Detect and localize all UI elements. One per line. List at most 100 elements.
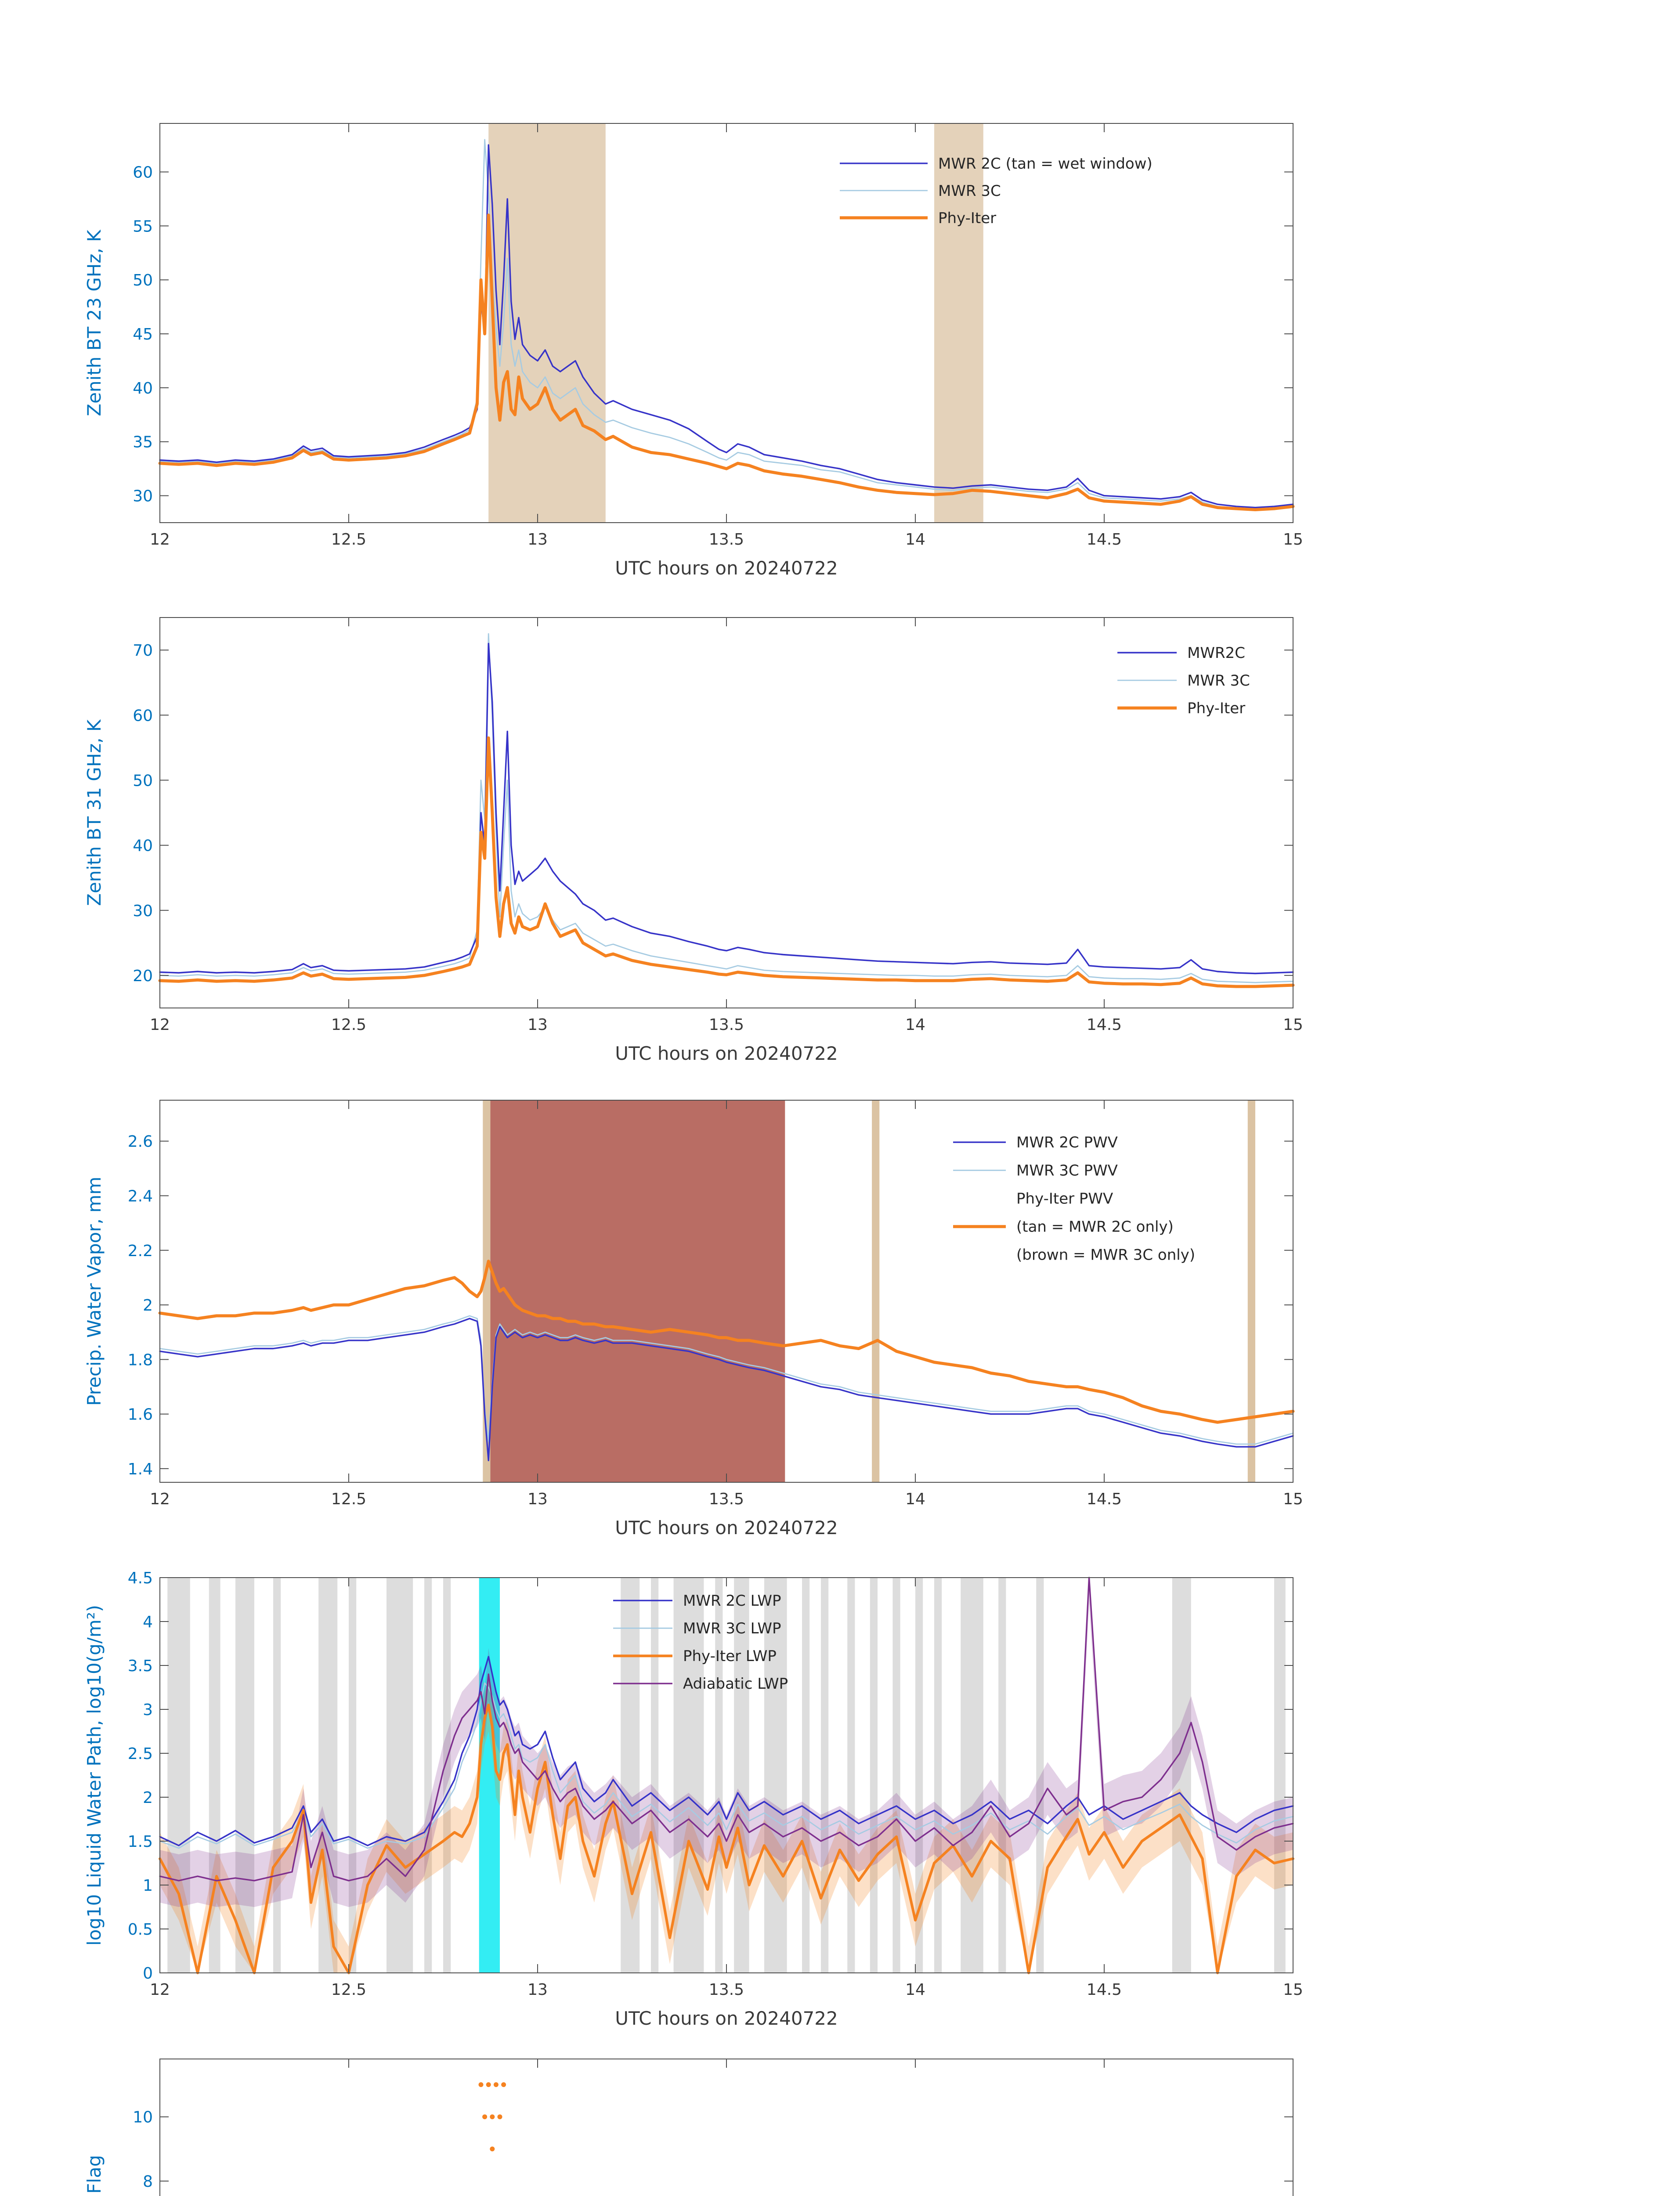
dq-flag-dot xyxy=(482,2114,488,2120)
x-tick-label: 14 xyxy=(905,1490,925,1508)
series-mwr-2c xyxy=(159,144,1294,509)
x-tick-label: 13 xyxy=(527,1016,548,1034)
y-tick-label: 1 xyxy=(143,1877,153,1895)
x-tick-label: 14 xyxy=(905,1981,925,1999)
axes-box xyxy=(159,2059,1293,2196)
axes-box xyxy=(159,123,1293,523)
dq-flag-dot xyxy=(490,2146,495,2152)
x-tick-label: 12.5 xyxy=(331,531,366,549)
dq-flag-dot xyxy=(486,2082,491,2087)
series-phy-iter xyxy=(158,736,1295,988)
y-tick-label: 0.5 xyxy=(128,1921,153,1939)
qc-window-region xyxy=(847,1578,855,1973)
y-tick-label: 2.5 xyxy=(128,1745,153,1763)
qc-window-region xyxy=(915,1578,923,1973)
y-tick-label: 4 xyxy=(143,1613,153,1631)
axes-box xyxy=(159,617,1293,1008)
dq-flag-dot xyxy=(478,2082,484,2087)
y-tick-label: 40 xyxy=(133,379,153,397)
x-tick-label: 14 xyxy=(905,1016,925,1034)
y-tick-label: 35 xyxy=(133,433,153,451)
qc-window-region xyxy=(673,1578,704,1973)
x-tick-label: 13 xyxy=(527,1981,548,1999)
qc-window-region xyxy=(892,1578,900,1973)
x-tick-label: 15 xyxy=(1283,1981,1303,1999)
series-mwr-2c-pwv xyxy=(159,1318,1294,1462)
x-tick-label: 12.5 xyxy=(331,1981,366,1999)
series-mwr-3c-lwp xyxy=(159,1682,1294,1849)
qc-window-region xyxy=(621,1578,640,1973)
qc-window-region xyxy=(273,1578,281,1973)
y-tick-label: 1.6 xyxy=(128,1406,153,1424)
band-adiabatic-lwp xyxy=(160,1578,1293,1907)
qc-window-region xyxy=(734,1578,749,1973)
qc-window-region xyxy=(387,1578,413,1973)
legend-label: MWR 3C xyxy=(1187,672,1250,690)
qc-window-region xyxy=(821,1578,829,1973)
x-tick-label: 15 xyxy=(1283,1490,1303,1508)
y-tick-label: 55 xyxy=(133,217,153,235)
x-tick-label: 14.5 xyxy=(1087,1490,1122,1508)
x-tick-label: 12.5 xyxy=(331,1490,366,1508)
series-mwr-3c xyxy=(159,139,1294,510)
qc-window-region xyxy=(1274,1578,1286,1973)
legend-label: MWR 3C PWV xyxy=(1016,1162,1118,1180)
mwr3c-only-region xyxy=(490,1100,785,1482)
qc-window-region xyxy=(802,1578,810,1973)
y-tick-label: 20 xyxy=(133,967,153,985)
qc-window-region xyxy=(349,1578,357,1973)
panel-lwp: 12 12.5 13 13.5 14 14.5 15 0 0.5 1 1.5 2 2.5 3 3.5 4 4.5… xyxy=(83,1569,1303,2029)
y-tick-label: 0 xyxy=(143,1965,153,1983)
legend-label: MWR2C xyxy=(1187,644,1245,662)
legend-lwp: MWR 2C LWP MWR 3C LWP Phy-Iter LWP Adiabati… xyxy=(613,1592,788,1693)
x-tick-label: 14 xyxy=(905,531,925,549)
qc-window-region xyxy=(715,1578,723,1973)
x-tick-label: 13.5 xyxy=(709,1490,744,1508)
x-tick-label: 13.5 xyxy=(709,1981,744,1999)
xlabel: UTC hours on 20240722 xyxy=(615,2008,838,2029)
qc-window-region xyxy=(235,1578,254,1973)
legend-label: (brown = MWR 3C only) xyxy=(1016,1246,1195,1264)
y-tick-label: 8 xyxy=(143,2173,153,2191)
y-tick-label: 30 xyxy=(133,488,153,506)
x-tick-label: 13.5 xyxy=(709,1016,744,1034)
y-tick-label: 60 xyxy=(133,707,153,725)
qc-window-region xyxy=(934,1578,942,1973)
series-mwr-3c xyxy=(159,633,1294,983)
qc-window-region xyxy=(167,1578,190,1973)
ylabel: log10 Liquid Water Path, log10(g/m²) xyxy=(83,1605,105,1946)
x-tick-label: 15 xyxy=(1283,531,1303,549)
x-tick-label: 13.5 xyxy=(709,531,744,549)
qc-window-region xyxy=(998,1578,1006,1973)
series-mwr-2c-lwp xyxy=(159,1656,1294,1846)
dq-flag-dot xyxy=(497,2114,502,2120)
xlabel: UTC hours on 20240722 xyxy=(615,1043,838,1064)
y-tick-label: 1.8 xyxy=(128,1351,153,1369)
legend-bt31: MWR2C MWR 3C Phy-Iter xyxy=(1117,644,1250,717)
y-tick-label: 2.2 xyxy=(128,1242,153,1260)
series-mwr-3c-pwv xyxy=(159,1315,1294,1445)
qc-window-region xyxy=(961,1578,983,1973)
y-tick-label: 1.4 xyxy=(128,1460,153,1478)
mwr2c-only-region xyxy=(1247,1100,1255,1482)
x-tick-label: 12.5 xyxy=(331,1016,366,1034)
x-tick-label: 12 xyxy=(150,1490,170,1508)
y-tick-label: 4.5 xyxy=(128,1569,153,1587)
series-phy-iter-pwv xyxy=(158,1260,1295,1424)
ylabel: Zenith BT 31 GHz, K xyxy=(83,719,105,906)
panel-pwv: 12 12.5 13 13.5 14 14.5 15 1.4 1.6 1.8 2 2.2 2.4 2.6 U… xyxy=(83,1100,1303,1539)
y-tick-label: 2 xyxy=(143,1297,153,1315)
dq-flag-dot xyxy=(493,2082,499,2087)
legend-pwv: MWR 2C PWV MWR 3C PWV Phy-Iter PWV (tan = M… xyxy=(953,1134,1195,1264)
x-tick-label: 12 xyxy=(150,1981,170,1999)
x-tick-label: 14.5 xyxy=(1087,1981,1122,1999)
xlabel: UTC hours on 20240722 xyxy=(615,1517,838,1539)
qc-window-region xyxy=(870,1578,878,1973)
series-phy-iter-lwp xyxy=(159,1704,1294,1974)
x-tick-label: 12 xyxy=(150,1016,170,1034)
legend-label: MWR 2C PWV xyxy=(1016,1134,1118,1152)
series-mwr2c xyxy=(159,643,1294,975)
legend-label: Adiabatic LWP xyxy=(683,1675,788,1693)
